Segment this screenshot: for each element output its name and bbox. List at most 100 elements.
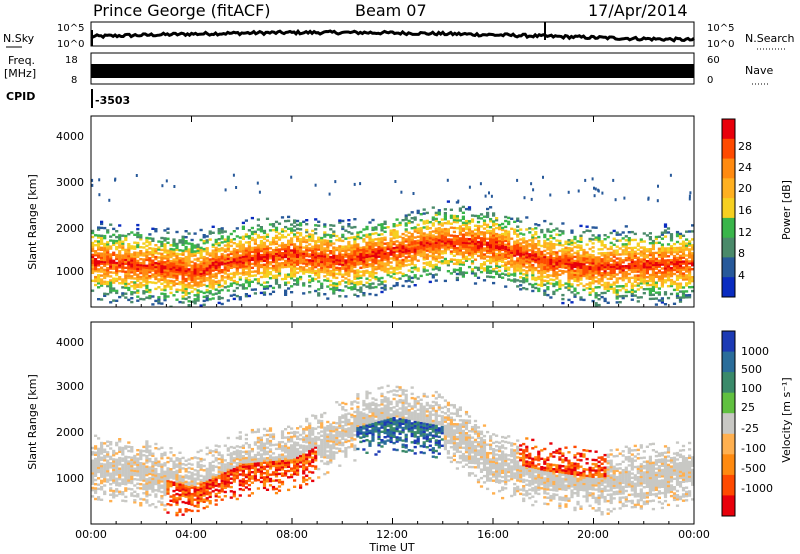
power-cell — [157, 260, 161, 263]
power-cell — [250, 236, 254, 240]
power-cell — [537, 241, 541, 245]
power-cell — [208, 252, 212, 255]
power-cell — [356, 231, 360, 234]
power-cell — [326, 233, 330, 237]
power-cell — [470, 240, 475, 243]
power-cell — [688, 256, 692, 259]
power-cell — [259, 259, 263, 263]
power-cell — [148, 251, 152, 254]
power-cell — [540, 280, 544, 283]
power-cell — [241, 265, 245, 268]
power-cell — [467, 206, 472, 209]
power-cell — [525, 266, 529, 269]
power-cell — [624, 239, 628, 242]
velocity-cell — [106, 459, 110, 462]
power-cell — [564, 248, 568, 251]
power-cell — [341, 289, 345, 292]
power-cell — [305, 240, 309, 244]
power-cell — [214, 262, 218, 266]
velocity-cell — [94, 470, 98, 473]
power-cell — [365, 245, 369, 249]
velocity-cell — [139, 464, 143, 467]
power-cell — [359, 256, 363, 260]
power-cell — [332, 250, 336, 253]
power-cell — [187, 256, 191, 259]
power-cell — [332, 272, 336, 275]
power-cell — [594, 270, 598, 273]
power-cell — [280, 252, 285, 255]
power-cell — [603, 283, 607, 287]
power-cell — [326, 253, 330, 256]
power-cell — [531, 234, 535, 237]
power-cell — [555, 259, 559, 262]
power-cell — [124, 276, 128, 279]
power-cell — [582, 258, 586, 262]
power-cell — [612, 265, 616, 268]
power-cell — [470, 272, 475, 275]
power-cell — [492, 234, 496, 237]
power-cell — [657, 275, 661, 278]
power-cell — [139, 277, 143, 281]
power-cell — [353, 269, 357, 273]
power-cell — [531, 265, 535, 269]
power-cell — [353, 283, 357, 286]
power-cell — [570, 247, 574, 250]
power-cell — [443, 214, 447, 217]
power-cell — [374, 252, 378, 255]
power-cell — [425, 255, 429, 258]
power-cell — [651, 285, 655, 288]
power-cell — [157, 274, 161, 277]
power-cell — [347, 244, 351, 248]
power-cell — [91, 261, 95, 265]
power-cell — [139, 250, 143, 253]
power-cell — [476, 214, 481, 218]
power-cell — [645, 283, 649, 287]
power-cell — [645, 250, 649, 253]
power-cell — [163, 237, 167, 240]
power-cell — [241, 221, 245, 225]
power-cell — [618, 265, 622, 268]
power-cell — [446, 178, 449, 182]
power-cell — [516, 239, 520, 242]
power-cell — [181, 273, 185, 276]
power-cell — [199, 280, 203, 283]
power-cell — [169, 244, 173, 247]
velocity-cell — [121, 491, 125, 494]
power-cell — [172, 284, 176, 287]
velocity-cell — [145, 442, 149, 445]
power-cell — [660, 233, 664, 236]
power-cell — [100, 238, 104, 241]
velocity-cell — [115, 460, 119, 464]
power-cell — [582, 248, 586, 252]
power-cell — [97, 226, 101, 229]
power-cell — [118, 242, 122, 245]
power-cell — [91, 243, 95, 247]
power-cell — [377, 223, 381, 227]
power-cell — [633, 268, 637, 271]
power-cell — [214, 264, 218, 267]
power-cell — [425, 235, 429, 238]
power-cell — [329, 256, 333, 259]
power-cell — [244, 235, 248, 238]
power-cell — [326, 261, 330, 264]
power-cell — [97, 248, 101, 251]
power-cell — [274, 220, 279, 224]
power-cell — [220, 255, 224, 258]
power-cell — [651, 239, 655, 243]
power-cell — [603, 275, 607, 279]
power-cell — [106, 251, 110, 254]
power-cell — [356, 251, 360, 254]
power-cell — [329, 242, 333, 245]
power-cell — [437, 246, 441, 250]
power-cell — [196, 285, 200, 288]
power-cell — [573, 263, 577, 267]
power-cell — [299, 234, 303, 237]
power-cell — [579, 264, 583, 267]
power-cell — [91, 253, 95, 257]
power-cell — [615, 273, 619, 276]
power-cell — [507, 256, 511, 259]
power-cell — [341, 247, 345, 250]
power-cell — [507, 274, 511, 277]
power-cell — [395, 244, 399, 247]
power-cell — [265, 255, 270, 258]
